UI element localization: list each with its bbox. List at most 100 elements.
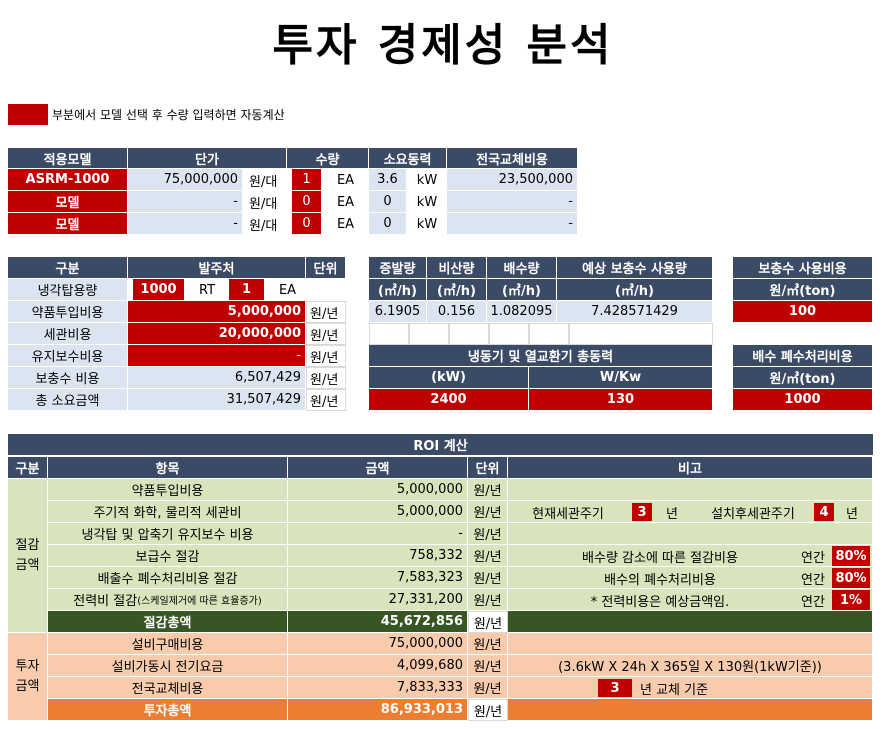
total-power-input[interactable]: 2400	[369, 389, 529, 411]
power-note: * 전력비용은 예상금액임.	[590, 594, 730, 610]
drain-saving-note: 배수량 감소에 따른 절감비용	[582, 550, 738, 566]
saving-unit: 원/년	[468, 501, 508, 523]
after-cycle-label: 설치후세관주기	[711, 506, 795, 522]
makeup-cost-unit: 원/㎥(ton)	[733, 279, 873, 301]
saving-total-unit: 원/년	[468, 611, 508, 633]
drain-pct-input[interactable]: 80%	[832, 546, 870, 566]
saving-item: 보급수 절감	[48, 545, 288, 567]
saving-item: 약품투입비용	[48, 479, 288, 501]
qty-unit: EA	[322, 169, 369, 191]
evaporation-value: 6.1905	[369, 301, 427, 323]
unit-label: 원/대	[243, 213, 287, 235]
qty-input[interactable]: 0	[292, 191, 322, 213]
invest-unit: 원/년	[468, 677, 508, 699]
roi-header-amount: 금액	[288, 457, 468, 479]
saving-amount: 27,331,200	[288, 589, 468, 611]
model-select[interactable]: ASRM-1000	[8, 169, 128, 191]
row-unit: 원/년	[306, 345, 346, 367]
col-header-qty: 수량	[287, 148, 369, 169]
waste-pct-input[interactable]: 80%	[832, 568, 870, 588]
makeup-cost-header: 보충수 사용비용	[733, 257, 873, 279]
col-header-drain: 배수량	[487, 257, 557, 279]
power-unit: kW	[407, 169, 447, 191]
row-label: 보충수 비용	[8, 367, 128, 389]
power-rate-input[interactable]: 130	[529, 389, 713, 411]
invest-unit: 원/년	[468, 633, 508, 655]
saving-total-label: 절감총액	[48, 611, 288, 633]
makeup-cost-input[interactable]: 100	[733, 301, 873, 323]
after-cycle-input[interactable]: 4	[814, 503, 834, 521]
power-value: 0	[369, 213, 407, 235]
col-header-unit: 단위	[306, 257, 346, 279]
saving-unit: 원/년	[468, 479, 508, 501]
annual-label: 연간	[801, 550, 825, 566]
invest-total-unit: 원/년	[468, 699, 508, 721]
row-label: 총 소요금액	[8, 389, 128, 411]
roi-header-item: 항목	[48, 457, 288, 479]
col-header-category: 구분	[8, 257, 128, 279]
current-cycle-input[interactable]: 3	[632, 503, 652, 521]
qty-input[interactable]: 0	[292, 213, 322, 235]
col-header-price: 단가	[128, 148, 287, 169]
unit-header: (㎥/h)	[369, 279, 427, 301]
drain-cost-input[interactable]: 1000	[733, 389, 873, 411]
saving-unit: 원/년	[468, 523, 508, 545]
saving-item: 배출수 폐수처리비용 절감	[48, 567, 288, 589]
saving-total-amount: 45,672,856	[288, 611, 468, 633]
cleaning-cost-input[interactable]: 20,000,000	[128, 323, 306, 345]
empty-cell	[449, 323, 489, 345]
annual-label: 연간	[801, 572, 825, 588]
saving-amount: 7,583,323	[288, 567, 468, 589]
unit-price: 75,000,000	[128, 169, 243, 191]
qty-input[interactable]: 1	[292, 169, 322, 191]
saving-unit: 원/년	[468, 567, 508, 589]
power-formula-note: (3.6kW X 24h X 365일 X 130원(1kW기준))	[508, 655, 873, 677]
row-label: 냉각탑용량	[8, 279, 128, 301]
invest-item: 설비가동시 전기요금	[48, 655, 288, 677]
invest-item: 전국교체비용	[48, 677, 288, 699]
replace-cost: 23,500,000	[447, 169, 578, 191]
drain-cost-unit: 원/㎥(ton)	[733, 367, 873, 389]
invest-amount: 4,099,680	[288, 655, 468, 677]
invest-unit: 원/년	[468, 655, 508, 677]
replace-basis-label: 년 교체 기준	[640, 682, 709, 698]
col-header-makeup: 예상 보충수 사용량	[557, 257, 713, 279]
row-unit: 원/년	[306, 323, 346, 345]
power-pct-input[interactable]: 1%	[832, 590, 870, 610]
maintenance-cost-input[interactable]: -	[128, 345, 306, 367]
col-header-evaporation: 증발량	[369, 257, 427, 279]
waste-cost-note: 배수의 폐수처리비용	[604, 572, 716, 588]
unit-header: (㎥/h)	[487, 279, 557, 301]
empty-cell	[489, 323, 529, 345]
qty-unit: EA	[322, 191, 369, 213]
empty-cell	[409, 323, 449, 345]
row-label: 세관비용	[8, 323, 128, 345]
invest-total-amount: 86,933,013	[288, 699, 468, 721]
note-cell	[508, 611, 873, 633]
saving-amount: 758,332	[288, 545, 468, 567]
note-cell	[508, 699, 873, 721]
model-select[interactable]: 모델	[8, 213, 128, 235]
unit-label: 원/대	[243, 169, 287, 191]
page-title: 투자 경제성 분석	[272, 20, 614, 71]
current-cycle-label: 현재세관주기	[532, 506, 604, 522]
power-value: 0	[369, 191, 407, 213]
capacity-input[interactable]: 1000	[133, 279, 185, 301]
note-cell	[508, 523, 873, 545]
replace-years-input[interactable]: 3	[598, 679, 632, 697]
row-unit: 원/년	[306, 367, 346, 389]
count-unit: EA	[265, 279, 310, 301]
makeup-value: 7.428571429	[557, 301, 713, 323]
qty-unit: EA	[322, 213, 369, 235]
invest-amount: 7,833,333	[288, 677, 468, 699]
col-header-drift: 비산량	[427, 257, 487, 279]
count-input[interactable]: 1	[229, 279, 265, 301]
model-select[interactable]: 모델	[8, 191, 128, 213]
replace-cost: -	[447, 191, 578, 213]
row-label: 유지보수비용	[8, 345, 128, 367]
power-unit: kW	[407, 191, 447, 213]
drift-value: 0.156	[427, 301, 487, 323]
chemical-cost-input[interactable]: 5,000,000	[128, 301, 306, 323]
makeup-water-cost: 6,507,429	[128, 367, 306, 389]
power-value: 3.6	[369, 169, 407, 191]
